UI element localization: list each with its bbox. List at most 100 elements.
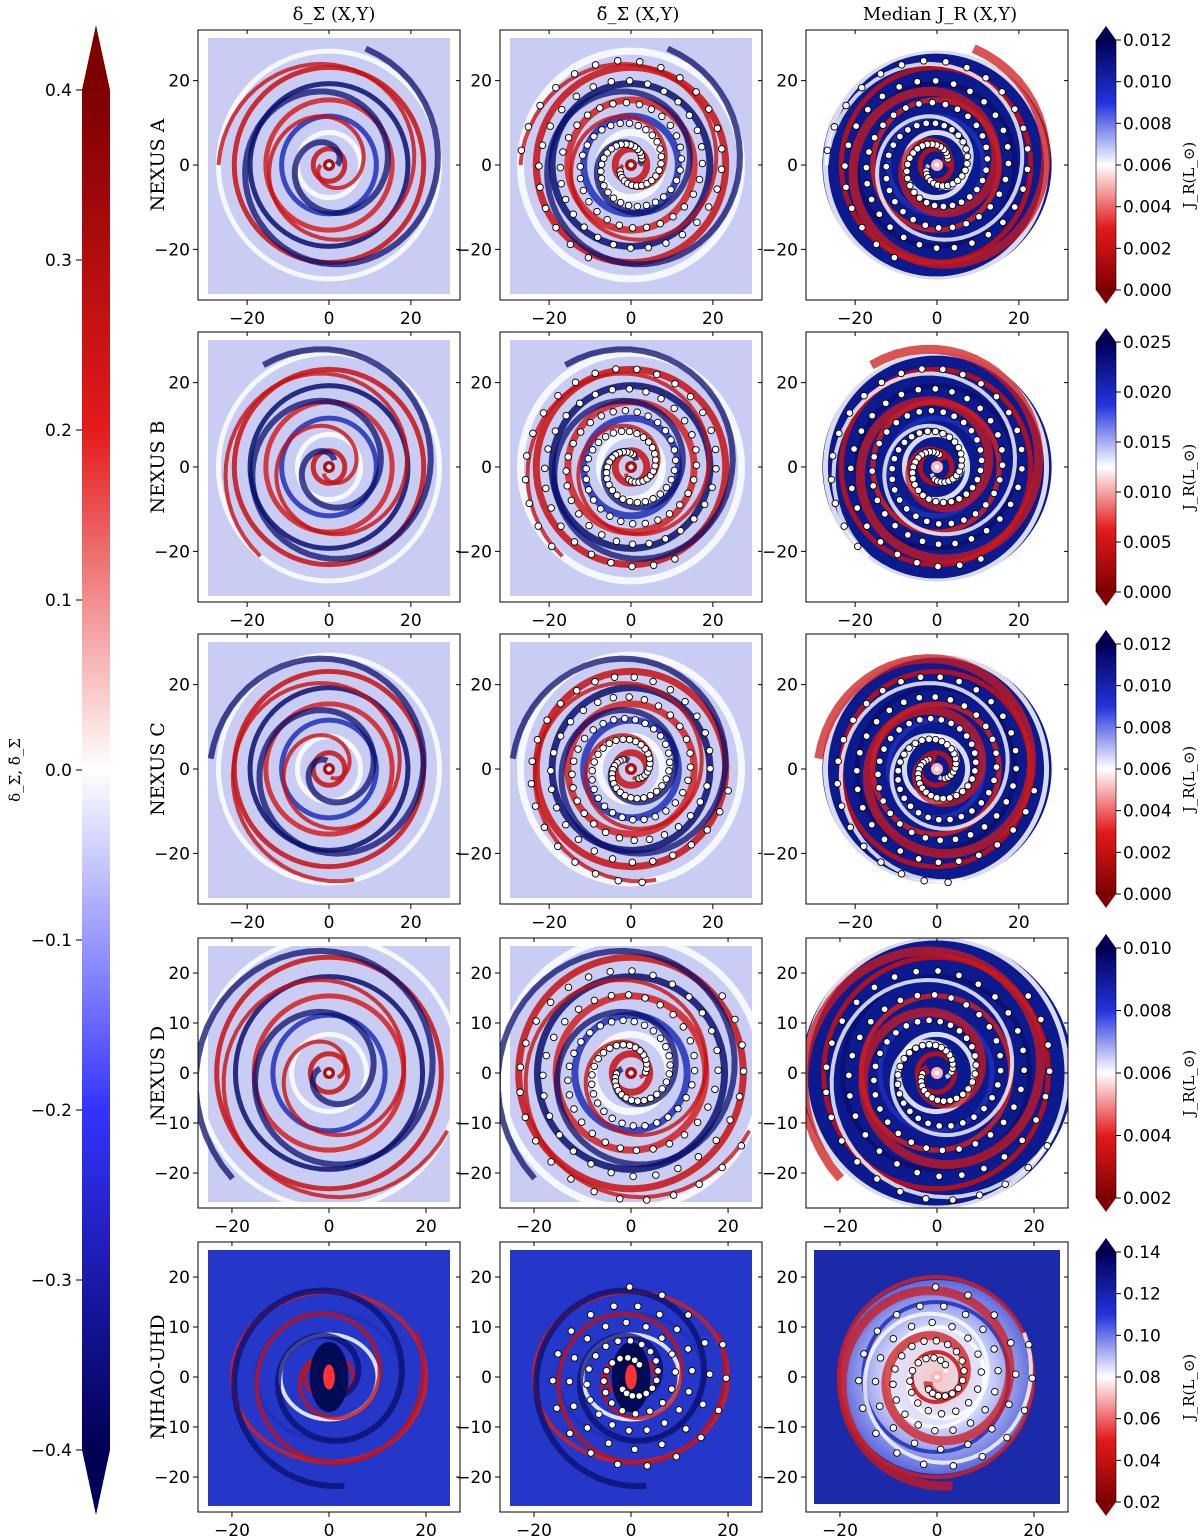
ridge-marker xyxy=(1017,445,1026,454)
ridge-marker xyxy=(557,179,565,188)
x-tick-label: −20 xyxy=(229,913,265,933)
ridge-marker xyxy=(847,204,856,213)
ridge-marker xyxy=(977,379,985,388)
ridge-marker xyxy=(525,499,534,508)
ridge-marker xyxy=(667,436,675,444)
ridge-marker xyxy=(642,1196,651,1204)
x-tick-label: −20 xyxy=(516,1217,552,1237)
ridge-marker xyxy=(554,391,562,400)
ridge-marker xyxy=(839,735,848,744)
density-ring xyxy=(307,1051,351,1095)
ridge-marker xyxy=(913,991,922,1000)
ridge-marker xyxy=(893,1449,901,1457)
ridge-marker xyxy=(990,1311,998,1319)
ridge-marker xyxy=(524,123,533,131)
ridge-marker xyxy=(1023,165,1032,174)
jr-colorbar: 0.010 0.008 0.006 0.004 0.002 J_R(L_⊙) xyxy=(1095,934,1198,1212)
ridge-marker xyxy=(583,1380,591,1389)
x-tick-label: −20 xyxy=(229,309,265,329)
y-tick-label: 0 xyxy=(179,458,190,478)
ridge-marker xyxy=(947,1122,955,1130)
core-dot xyxy=(934,162,940,168)
ridge-marker xyxy=(952,1407,960,1415)
ridge-marker xyxy=(610,716,618,724)
column-title-delta-smoothed: δ̃_Σ (X,Y) xyxy=(597,4,680,25)
ridge-marker xyxy=(926,714,935,723)
ridge-marker xyxy=(610,673,619,681)
ridge-marker xyxy=(849,716,857,724)
ridge-marker xyxy=(890,486,899,494)
ridge-marker xyxy=(864,105,872,114)
ridge-marker xyxy=(1025,1340,1033,1349)
y-tick-label: −20 xyxy=(456,542,492,562)
ridge-marker xyxy=(628,520,637,528)
ridge-marker xyxy=(924,813,932,822)
ridge-marker xyxy=(1037,1015,1045,1024)
ridge-marker xyxy=(576,162,585,171)
ridge-marker xyxy=(939,1097,948,1105)
ridge-marker xyxy=(1007,729,1015,737)
ridge-marker xyxy=(662,775,670,783)
ridge-marker xyxy=(988,1093,996,1102)
ridge-marker xyxy=(599,1048,608,1057)
ridge-marker xyxy=(567,1175,575,1183)
ridge-marker xyxy=(915,240,924,249)
ridge-marker xyxy=(690,1051,698,1060)
ridge-marker xyxy=(594,794,602,802)
ridge-marker xyxy=(835,429,843,438)
panel-col3: −20 0 20 20 0 −20 xyxy=(762,633,1069,933)
ridge-marker xyxy=(607,558,615,567)
ridge-marker xyxy=(844,141,853,149)
ridge-marker xyxy=(904,531,912,539)
ridge-marker xyxy=(910,1439,919,1447)
ridge-marker xyxy=(940,121,948,130)
ridge-marker xyxy=(695,1180,703,1188)
main-colorbar-tick-label: −0.3 xyxy=(31,1271,72,1291)
ridge-marker xyxy=(714,1066,722,1074)
ridge-marker xyxy=(705,105,713,113)
ridge-marker xyxy=(574,1005,583,1013)
ridge-marker xyxy=(896,785,904,794)
ridge-marker xyxy=(557,522,565,530)
ridge-marker xyxy=(859,1404,867,1412)
ridge-marker xyxy=(684,489,692,498)
ridge-marker xyxy=(641,719,649,728)
column-title-median-jr: Median J_R (X,Y) xyxy=(863,4,1017,25)
ridge-marker xyxy=(547,766,555,775)
ridge-marker xyxy=(698,1009,707,1017)
ridge-marker xyxy=(647,105,656,113)
ridge-marker xyxy=(955,725,964,733)
ridge-marker xyxy=(852,122,860,130)
ridge-marker xyxy=(914,1399,922,1407)
ridge-marker xyxy=(875,210,884,218)
ridge-marker xyxy=(568,770,576,779)
ridge-marker xyxy=(612,537,621,546)
ridge-marker xyxy=(999,712,1007,720)
ridge-marker xyxy=(661,426,670,435)
ridge-marker xyxy=(642,125,650,134)
panel-col3: −20 0 20 20 10 0 −10 −20 xyxy=(762,1241,1069,1538)
ridge-marker xyxy=(697,143,706,151)
ridge-marker xyxy=(703,826,711,834)
ridge-marker xyxy=(676,166,684,174)
ridge-marker xyxy=(656,1001,664,1009)
core-dot xyxy=(326,464,332,470)
ridge-marker xyxy=(654,702,663,710)
ridge-marker xyxy=(666,758,674,766)
ridge-marker xyxy=(944,878,952,887)
ridge-marker xyxy=(625,77,634,85)
x-tick-label: 0 xyxy=(626,913,637,933)
ridge-marker xyxy=(588,776,596,784)
ridge-marker xyxy=(889,1334,898,1343)
ridge-marker xyxy=(872,1429,880,1438)
ridge-marker xyxy=(938,1146,947,1155)
ridge-marker xyxy=(891,1365,899,1373)
ridge-marker xyxy=(861,1131,870,1139)
ridge-marker xyxy=(599,744,607,752)
core-dot xyxy=(934,1374,940,1380)
x-tick-label: −20 xyxy=(837,611,873,631)
ridge-marker xyxy=(932,1337,941,1345)
ridge-marker xyxy=(986,1131,995,1139)
ridge-marker xyxy=(966,87,974,96)
ridge-marker xyxy=(555,1131,564,1139)
